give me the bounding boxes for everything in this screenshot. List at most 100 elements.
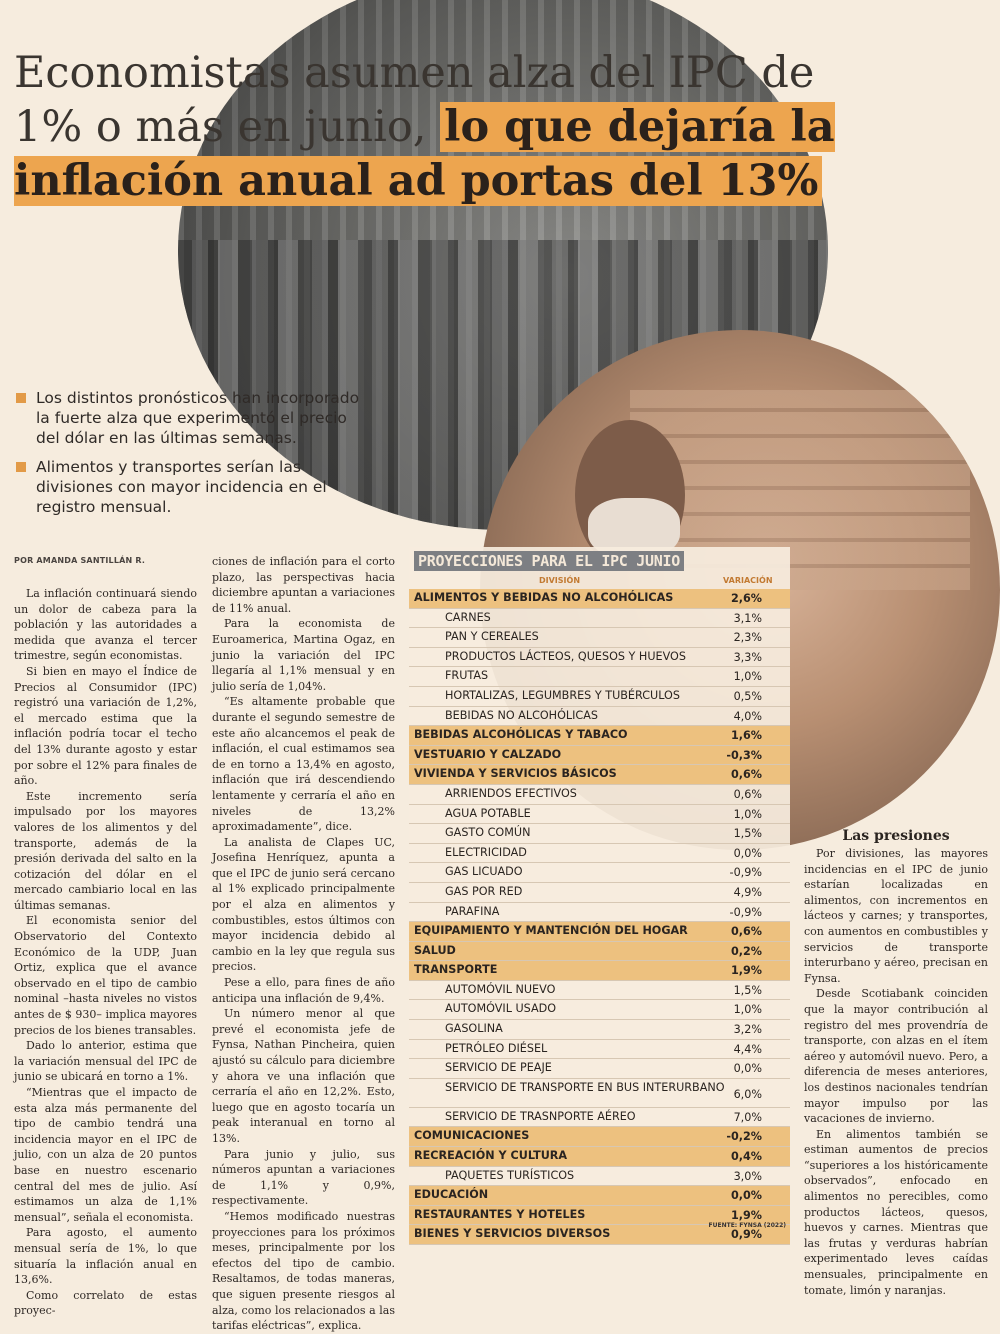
- table-title: PROYECCIONES PARA EL IPC JUNIO: [414, 551, 684, 571]
- headline-plain: Economistas asumen alza del IPC de 1% o …: [14, 48, 815, 152]
- row-variation: 4,0%: [733, 709, 762, 723]
- table-row: GASOLINA 3,2%: [409, 1020, 790, 1040]
- table-row: TRANSPORTE 1,9%: [409, 961, 790, 981]
- row-variation: 0,0%: [730, 1189, 762, 1203]
- bullet-square-icon: [16, 462, 26, 472]
- section-subhead: Las presiones: [842, 828, 950, 844]
- table-row: BEBIDAS ALCOHÓLICAS Y TABACO 1,6%: [409, 726, 790, 746]
- row-division: AUTOMÓVIL NUEVO: [445, 982, 556, 996]
- table-row: VESTUARIO Y CALZADO -0,3%: [409, 745, 790, 766]
- table-row: SERVICIO DE TRASNPORTE AÉREO 7,0%: [409, 1108, 790, 1128]
- table-row: AGUA POTABLE 1,0%: [409, 805, 790, 825]
- row-variation: 1,0%: [733, 807, 762, 821]
- row-variation: 3,0%: [733, 1169, 762, 1183]
- row-variation: 1,9%: [730, 1208, 762, 1222]
- row-variation: 2,6%: [730, 592, 762, 605]
- row-division: SERVICIO DE PEAJE: [445, 1061, 552, 1075]
- row-division: PAN Y CEREALES: [445, 630, 539, 644]
- row-division: COMUNICACIONES: [414, 1129, 530, 1143]
- row-variation: 0,6%: [730, 768, 762, 782]
- row-division: CARNES: [445, 610, 491, 624]
- table-row: PARAFINA -0,9%: [409, 903, 790, 923]
- table-row: EDUCACIÓN 0,0%: [409, 1186, 790, 1206]
- table-row: SERVICIO DE TRANSPORTE EN BUS INTERURBAN…: [409, 1079, 790, 1108]
- row-variation: 0,5%: [733, 689, 762, 703]
- row-variation: 3,2%: [733, 1023, 762, 1037]
- row-division: RECREACIÓN Y CULTURA: [414, 1149, 568, 1163]
- article-headline: Economistas asumen alza del IPC de 1% o …: [14, 46, 854, 208]
- row-variation: -0,2%: [726, 1130, 762, 1144]
- table-row: RECREACIÓN Y CULTURA 0,4%: [409, 1147, 790, 1167]
- table-row: VIVIENDA Y SERVICIOS BÁSICOS 0,6%: [409, 765, 790, 785]
- row-variation: 0,4%: [730, 1150, 762, 1164]
- table-row: EQUIPAMIENTO Y MANTENCIÓN DEL HOGAR 0,6%: [409, 922, 790, 942]
- row-variation: 1,0%: [733, 1003, 762, 1017]
- row-division: PRODUCTOS LÁCTEOS, QUESOS Y HUEVOS: [445, 649, 686, 663]
- row-variation: 4,9%: [733, 885, 762, 899]
- row-division: AGUA POTABLE: [445, 806, 531, 820]
- table-row: SALUD 0,2%: [409, 941, 790, 962]
- table-row: COMUNICACIONES -0,2%: [409, 1127, 790, 1148]
- bullet-item: Los distintos pronósticos han incorporad…: [14, 388, 374, 448]
- row-variation: -0,9%: [729, 905, 762, 919]
- row-division: ALIMENTOS Y BEBIDAS NO ALCOHÓLICAS: [414, 591, 674, 604]
- row-variation: 1,9%: [730, 964, 762, 978]
- row-division: RESTAURANTES Y HOTELES: [414, 1207, 586, 1221]
- row-variation: 7,0%: [733, 1110, 762, 1124]
- row-division: AUTOMÓVIL USADO: [445, 1002, 557, 1016]
- table-row: HORTALIZAS, LEGUMBRES Y TUBÉRCULOS 0,5%: [409, 687, 790, 707]
- table-row: ALIMENTOS Y BEBIDAS NO ALCOHÓLICAS 2,6%: [409, 589, 790, 609]
- row-variation: 2,3%: [733, 631, 762, 645]
- row-division: BEBIDAS ALCOHÓLICAS Y TABACO: [414, 728, 628, 742]
- table-row: SERVICIO DE PEAJE 0,0%: [409, 1059, 790, 1079]
- row-variation: 0,2%: [730, 944, 762, 958]
- row-variation: -0,9%: [729, 866, 762, 880]
- row-variation: 3,3%: [733, 650, 762, 664]
- row-division: ARRIENDOS EFECTIVOS: [445, 786, 577, 800]
- row-division: ELECTRICIDAD: [445, 845, 527, 859]
- table-row: PAQUETES TURÍSTICOS 3,0%: [409, 1167, 790, 1187]
- row-division: SERVICIO DE TRASNPORTE AÉREO: [445, 1109, 636, 1123]
- ipc-projection-table: PROYECCIONES PARA EL IPC JUNIO DIVISIÓN …: [409, 547, 790, 1245]
- row-division: VIVIENDA Y SERVICIOS BÁSICOS: [414, 767, 617, 781]
- table-row: PRODUCTOS LÁCTEOS, QUESOS Y HUEVOS 3,3%: [409, 648, 790, 668]
- row-variation: 4,4%: [733, 1042, 762, 1056]
- row-variation: 1,0%: [733, 670, 762, 684]
- row-variation: 0,6%: [733, 787, 762, 801]
- byline: POR AMANDA SANTILLÁN R.: [14, 556, 146, 565]
- row-division: GAS LICUADO: [445, 865, 523, 879]
- table-rows: ALIMENTOS Y BEBIDAS NO ALCOHÓLICAS 2,6% CA…: [409, 589, 790, 1245]
- column-header-variation: VARIACIÓN: [723, 576, 773, 585]
- table-row: GAS LICUADO -0,9%: [409, 863, 790, 883]
- table-row: BEBIDAS NO ALCOHÓLICAS 4,0%: [409, 707, 790, 727]
- row-division: BEBIDAS NO ALCOHÓLICAS: [445, 708, 598, 722]
- table-row: FRUTAS 1,0%: [409, 667, 790, 687]
- table-row: RESTAURANTES Y HOTELES 1,9%: [409, 1205, 790, 1226]
- summary-bullets: Los distintos pronósticos han incorporad…: [14, 388, 374, 526]
- table-row: ARRIENDOS EFECTIVOS 0,6%: [409, 785, 790, 805]
- table-row: AUTOMÓVIL NUEVO 1,5%: [409, 981, 790, 1001]
- row-variation: 0,6%: [730, 925, 762, 939]
- bullet-item: Alimentos y transportes serían las divis…: [14, 457, 374, 517]
- table-row: GASTO COMÚN 1,5%: [409, 824, 790, 844]
- table-row: PAN Y CEREALES 2,3%: [409, 628, 790, 648]
- row-division: VESTUARIO Y CALZADO: [414, 747, 562, 761]
- row-division: GASTO COMÚN: [445, 826, 531, 840]
- article-column-1: La inflación continuará siendo un dolor …: [14, 587, 197, 1318]
- row-division: SERVICIO DE TRANSPORTE EN BUS INTERURBAN…: [445, 1080, 725, 1094]
- row-variation: 0,9%: [730, 1228, 762, 1242]
- row-division: GAS POR RED: [445, 884, 523, 898]
- row-variation: 3,1%: [733, 611, 762, 625]
- table-row: ELECTRICIDAD 0,0%: [409, 844, 790, 864]
- table-row: PETRÓLEO DIÉSEL 4,4%: [409, 1040, 790, 1060]
- row-division: TRANSPORTE: [414, 963, 498, 977]
- row-division: FRUTAS: [445, 669, 489, 683]
- row-variation: 1,5%: [733, 983, 762, 997]
- article-column-2: ciones de inflación para el corto plazo,…: [212, 555, 395, 1333]
- row-division: PAQUETES TURÍSTICOS: [445, 1168, 575, 1182]
- row-variation: -0,3%: [726, 748, 762, 762]
- table-row: CARNES 3,1%: [409, 609, 790, 629]
- row-division: SALUD: [414, 943, 456, 957]
- table-source: FUENTE: FYNSA (2022): [708, 1222, 786, 1229]
- bullet-square-icon: [16, 393, 26, 403]
